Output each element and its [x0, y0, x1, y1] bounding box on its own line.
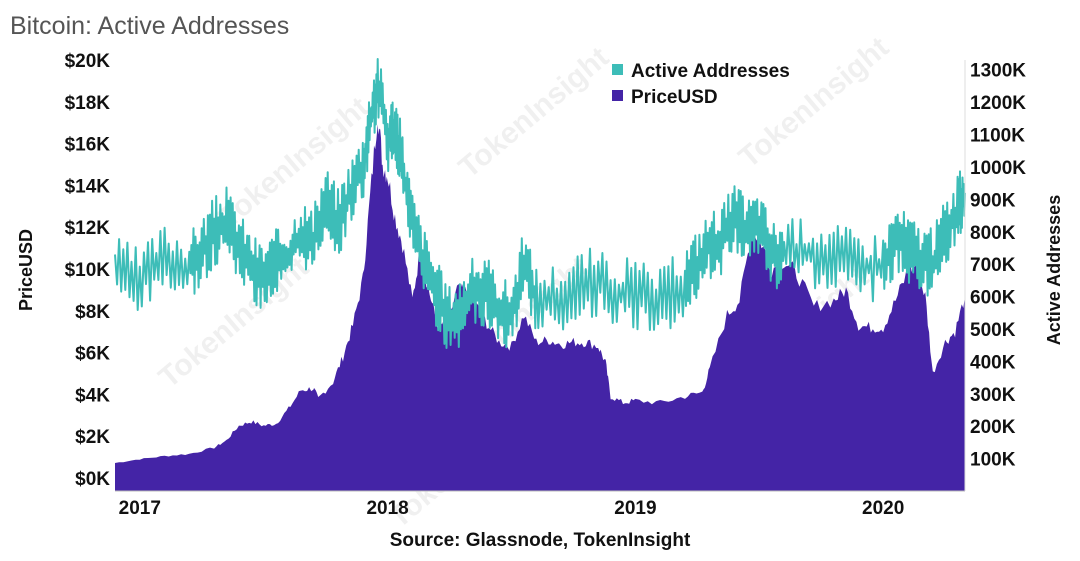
active-addresses-line-layer	[114, 58, 966, 349]
x-tick-label: 2017	[119, 498, 161, 519]
left-axis-ticks: $0K $2K $4K $6K $8K $10K $12K $14K $16K $18K $20K	[65, 51, 111, 490]
watermark-text: TokenInsight	[453, 41, 616, 185]
right-tick-label: 1300K	[970, 61, 1026, 82]
right-tick-label: 300K	[970, 385, 1016, 406]
price-area	[115, 124, 965, 491]
x-axis-ticks: 2017 2018 2019 2020	[119, 498, 905, 519]
right-tick-label: 1200K	[970, 93, 1026, 114]
right-tick-label: 100K	[970, 450, 1016, 471]
legend-swatch-active-addresses	[612, 64, 623, 75]
right-tick-label: 1000K	[970, 158, 1026, 179]
watermark-text: TokenInsight	[153, 251, 316, 395]
legend-label-price: PriceUSD	[631, 87, 718, 108]
left-tick-label: $0K	[75, 469, 110, 490]
left-tick-label: $6K	[75, 344, 110, 365]
right-tick-label: 1100K	[970, 126, 1025, 147]
left-tick-label: $14K	[65, 176, 111, 197]
watermark-text: TokenInsight	[733, 31, 896, 175]
price-area-layer	[115, 124, 965, 491]
left-tick-label: $20K	[65, 51, 111, 72]
right-tick-label: 600K	[970, 288, 1016, 309]
left-tick-label: $8K	[75, 302, 110, 323]
right-tick-label: 400K	[970, 352, 1016, 373]
right-tick-label: 900K	[970, 190, 1016, 211]
active-addresses-line	[114, 58, 966, 349]
right-tick-label: 800K	[970, 223, 1016, 244]
left-axis-title: PriceUSD	[16, 229, 36, 311]
legend-label-active-addresses: Active Addresses	[631, 61, 790, 82]
left-tick-label: $4K	[75, 385, 110, 406]
left-tick-label: $18K	[65, 93, 111, 114]
left-tick-label: $10K	[65, 260, 111, 281]
right-axis-ticks: 100K 200K 300K 400K 500K 600K 700K 800K 900K 1000…	[970, 61, 1026, 471]
left-tick-label: $2K	[75, 427, 110, 448]
x-tick-label: 2018	[366, 498, 408, 519]
right-axis-title: Active Addresses	[1044, 195, 1064, 345]
right-tick-label: 500K	[970, 320, 1016, 341]
x-tick-label: 2020	[862, 498, 904, 519]
left-tick-label: $16K	[65, 135, 111, 156]
legend: Active Addresses PriceUSD	[612, 61, 790, 108]
source-note: Source: Glassnode, TokenInsight	[390, 530, 691, 551]
right-tick-label: 200K	[970, 417, 1016, 438]
right-tick-label: 700K	[970, 255, 1016, 276]
left-tick-label: $12K	[65, 218, 111, 239]
x-tick-label: 2019	[614, 498, 656, 519]
legend-swatch-price	[612, 90, 623, 101]
page-title: Bitcoin: Active Addresses	[10, 12, 290, 40]
